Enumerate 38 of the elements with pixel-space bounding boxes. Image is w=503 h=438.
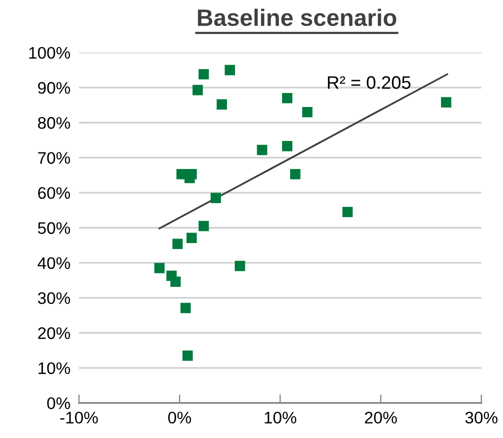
point [290,169,300,180]
y-tick-label: 20% [38,327,70,340]
y-tick-label: 30% [38,292,70,304]
x-tick-label: 30% [465,412,498,424]
x-tick-label: 20% [364,412,397,424]
point [441,97,452,108]
y-tick-label: 40% [38,257,70,270]
y-tick-label: 50% [38,222,70,234]
point [256,144,268,156]
x-tick-label: 0% [168,412,192,424]
annotation: R² = 0.205 [328,76,410,89]
y-tick-label: 90% [38,82,70,94]
point [172,238,183,250]
point [182,350,193,361]
y-tick-label: 80% [38,117,70,129]
point [198,220,209,232]
point [224,64,236,76]
point [216,99,227,110]
point [302,106,312,118]
point [342,206,353,218]
point [282,140,292,152]
point [282,92,292,104]
point [234,260,246,272]
y-tick-label: 100% [29,46,70,59]
y-tick-label: 70% [38,152,70,164]
point [210,192,221,204]
point [186,232,197,244]
y-tick-label: 60% [38,187,70,199]
point [154,262,165,274]
x-tick-label: 10% [264,412,296,424]
chart-title: Baseline scenario [198,8,396,26]
y-tick-label: 10% [38,362,70,374]
point [170,276,181,287]
y-tick-label: 0% [47,397,70,410]
point [192,84,203,96]
point [198,69,209,80]
point [180,302,191,314]
x-tick-label: -10% [60,412,98,424]
